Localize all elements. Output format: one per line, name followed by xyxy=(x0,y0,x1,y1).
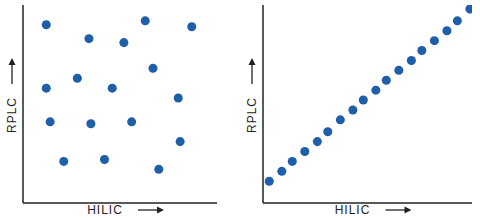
svg-text:RPLC: RPLC xyxy=(8,97,19,133)
svg-text:HILIC: HILIC xyxy=(87,203,123,217)
svg-text:HILIC: HILIC xyxy=(335,203,371,217)
svg-text:RPLC: RPLC xyxy=(245,97,259,133)
